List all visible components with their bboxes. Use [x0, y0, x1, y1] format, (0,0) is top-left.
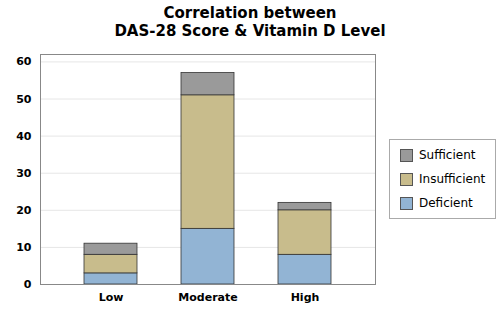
svg-text:20: 20	[16, 204, 32, 217]
svg-text:High: High	[291, 291, 320, 304]
svg-text:60: 60	[16, 55, 32, 68]
html-text:Deficient: Deficient	[419, 196, 473, 210]
html-text:Correlation between DAS-28 Sco: Correlation between DAS-28 Score & Vitam…	[114, 4, 386, 40]
svg-text:Low: Low	[99, 291, 124, 304]
svg-text:40: 40	[16, 130, 32, 143]
svg-text:50: 50	[16, 93, 32, 106]
svg-text:30: 30	[16, 167, 32, 180]
svg-text:Moderate: Moderate	[178, 291, 237, 304]
html-text:Insufficient: Insufficient	[419, 172, 486, 186]
svg-text:10: 10	[16, 241, 32, 254]
html-text:Sufficient: Sufficient	[419, 148, 476, 162]
svg-text:0: 0	[24, 278, 32, 291]
